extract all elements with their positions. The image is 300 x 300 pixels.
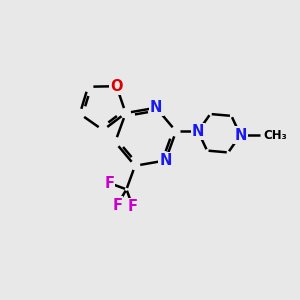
Text: CH₃: CH₃ bbox=[263, 129, 287, 142]
Text: N: N bbox=[159, 153, 172, 168]
Text: F: F bbox=[128, 199, 138, 214]
Text: F: F bbox=[112, 198, 122, 213]
Text: N: N bbox=[192, 124, 204, 139]
Text: O: O bbox=[110, 79, 123, 94]
Text: F: F bbox=[104, 176, 114, 190]
Text: N: N bbox=[234, 128, 247, 142]
Text: N: N bbox=[150, 100, 162, 115]
